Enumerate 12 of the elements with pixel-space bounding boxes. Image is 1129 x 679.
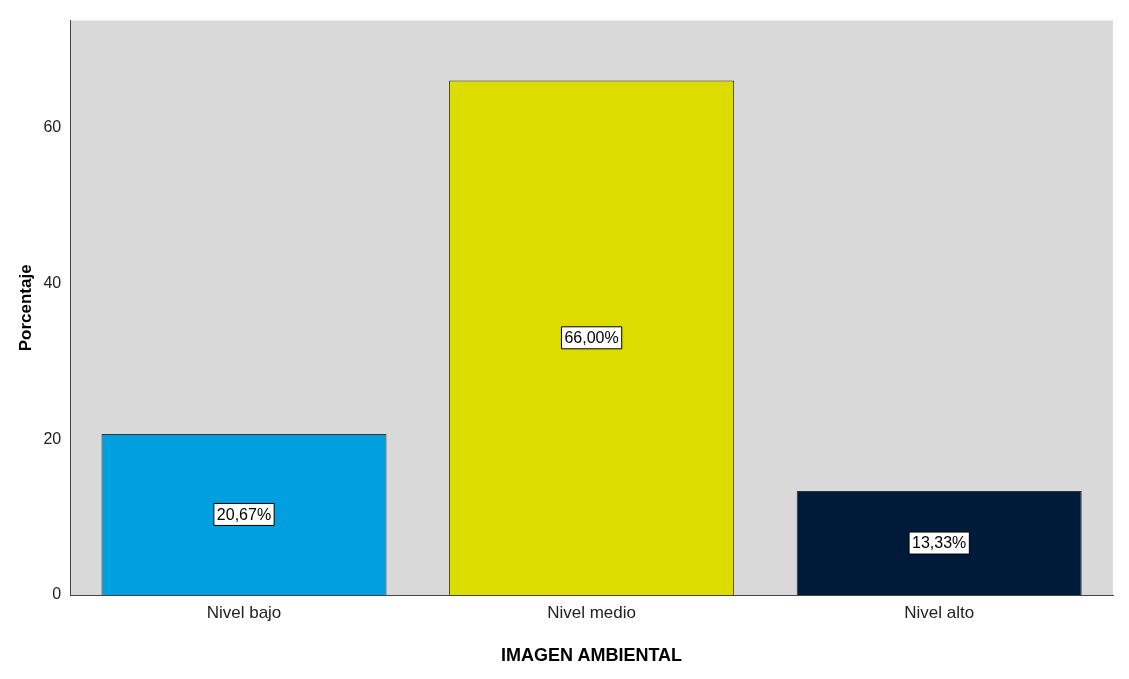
x-tick-label: Nivel bajo [206, 602, 282, 622]
y-tick-label: 0 [52, 585, 62, 603]
data-label: 13,33% [912, 534, 967, 552]
y-tick-label: 60 [43, 117, 62, 135]
y-tick-label: 40 [43, 273, 62, 291]
x-tick-label: Nivel medio [547, 602, 636, 622]
y-tick-label: 20 [43, 429, 62, 447]
x-tick-label: Nivel alto [904, 602, 975, 622]
data-label: 66,00% [564, 329, 619, 347]
x-axis-title: IMAGEN AMBIENTAL [501, 645, 683, 666]
y-axis-title: Porcentaje [15, 264, 35, 352]
data-label: 20,67% [216, 505, 272, 523]
